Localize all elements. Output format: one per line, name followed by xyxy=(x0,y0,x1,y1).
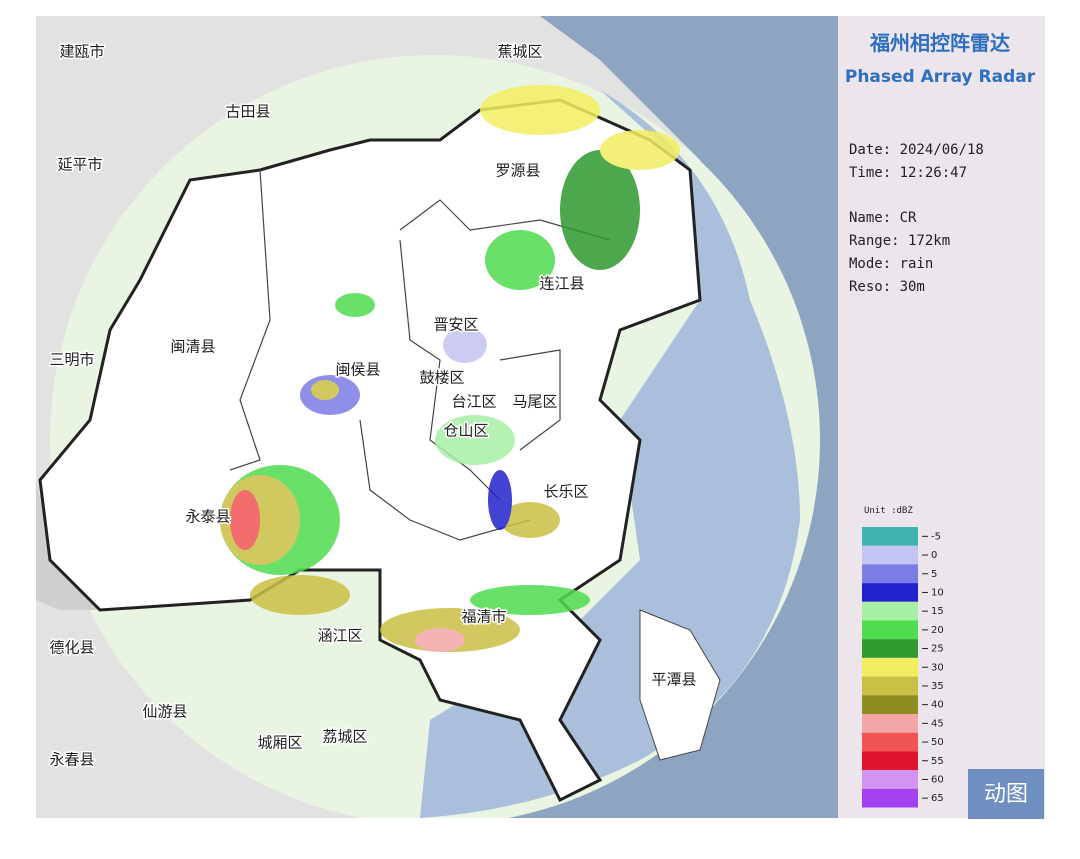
legend-swatch xyxy=(862,788,918,808)
title-cn: 福州相控阵雷达 xyxy=(869,31,1010,55)
gif-button-label[interactable]: 动图 xyxy=(984,782,1028,807)
legend-label: 55 xyxy=(931,756,944,767)
radar-echo xyxy=(220,85,680,652)
legend-label: 5 xyxy=(931,569,937,580)
legend-swatch xyxy=(862,676,918,696)
info-line: Name: CR xyxy=(849,210,917,226)
legend-label: 40 xyxy=(931,700,944,711)
legend-label: 65 xyxy=(931,793,944,804)
info-line: Mode: rain xyxy=(849,256,933,272)
place-label: 平潭县 xyxy=(651,671,696,689)
legend-swatch xyxy=(862,770,918,789)
legend-label: 0 xyxy=(931,550,937,561)
legend-swatch xyxy=(862,751,918,771)
place-label: 荔城区 xyxy=(322,728,367,746)
place-label: 三明市 xyxy=(49,351,94,369)
legend-label: 45 xyxy=(931,718,944,729)
legend-label: 15 xyxy=(931,606,944,617)
legend-label: 50 xyxy=(931,737,944,748)
legend-swatch xyxy=(862,601,918,621)
legend-swatch xyxy=(862,583,918,602)
legend-swatch xyxy=(862,545,918,565)
place-label: 城厢区 xyxy=(257,734,302,752)
place-label: 仓山区 xyxy=(443,422,488,440)
legend-swatch xyxy=(862,657,918,677)
place-label: 古田县 xyxy=(225,103,270,121)
place-label: 永泰县 xyxy=(185,508,230,526)
legend-swatch xyxy=(862,639,918,658)
place-label: 台江区 xyxy=(451,393,496,411)
place-label: 晋安区 xyxy=(433,316,478,334)
place-label: 鼓楼区 xyxy=(419,369,464,387)
info-line: Date: 2024/06/18 xyxy=(849,142,984,158)
legend-label: 25 xyxy=(931,644,944,655)
legend-swatch xyxy=(862,714,918,733)
place-label: 涵江区 xyxy=(317,627,362,645)
legend-label: 10 xyxy=(931,587,944,598)
place-label: 连江县 xyxy=(539,275,584,293)
place-label: 闽清县 xyxy=(170,338,215,356)
place-label: 建瓯市 xyxy=(59,43,104,61)
place-label: 延平市 xyxy=(57,156,102,174)
place-label: 长乐区 xyxy=(543,483,588,501)
info-line: Range: 172km xyxy=(849,233,950,249)
legend-swatch xyxy=(862,732,918,752)
legend-label: 30 xyxy=(931,662,944,673)
info-line: Time: 12:26:47 xyxy=(849,165,967,181)
legend-unit: Unit :dBZ xyxy=(864,506,913,516)
legend-label: -5 xyxy=(931,531,941,542)
legend-label: 20 xyxy=(931,625,944,636)
place-label: 仙游县 xyxy=(142,703,187,721)
place-label: 福清市 xyxy=(461,608,506,626)
legend-swatch xyxy=(862,695,918,714)
place-label: 德化县 xyxy=(49,639,94,657)
legend-label: 35 xyxy=(931,681,944,692)
legend-swatch xyxy=(862,564,918,584)
legend-swatch xyxy=(862,620,918,640)
place-label: 蕉城区 xyxy=(497,43,542,61)
legend-swatch xyxy=(862,527,918,546)
title-en: Phased Array Radar xyxy=(845,67,1036,87)
place-label: 永春县 xyxy=(49,751,94,769)
info-line: Reso: 30m xyxy=(849,279,925,295)
legend-label: 60 xyxy=(931,774,944,785)
gif-button[interactable] xyxy=(968,769,1044,819)
place-label: 罗源县 xyxy=(495,162,540,180)
place-label: 闽侯县 xyxy=(335,361,380,379)
place-label: 马尾区 xyxy=(512,393,557,411)
